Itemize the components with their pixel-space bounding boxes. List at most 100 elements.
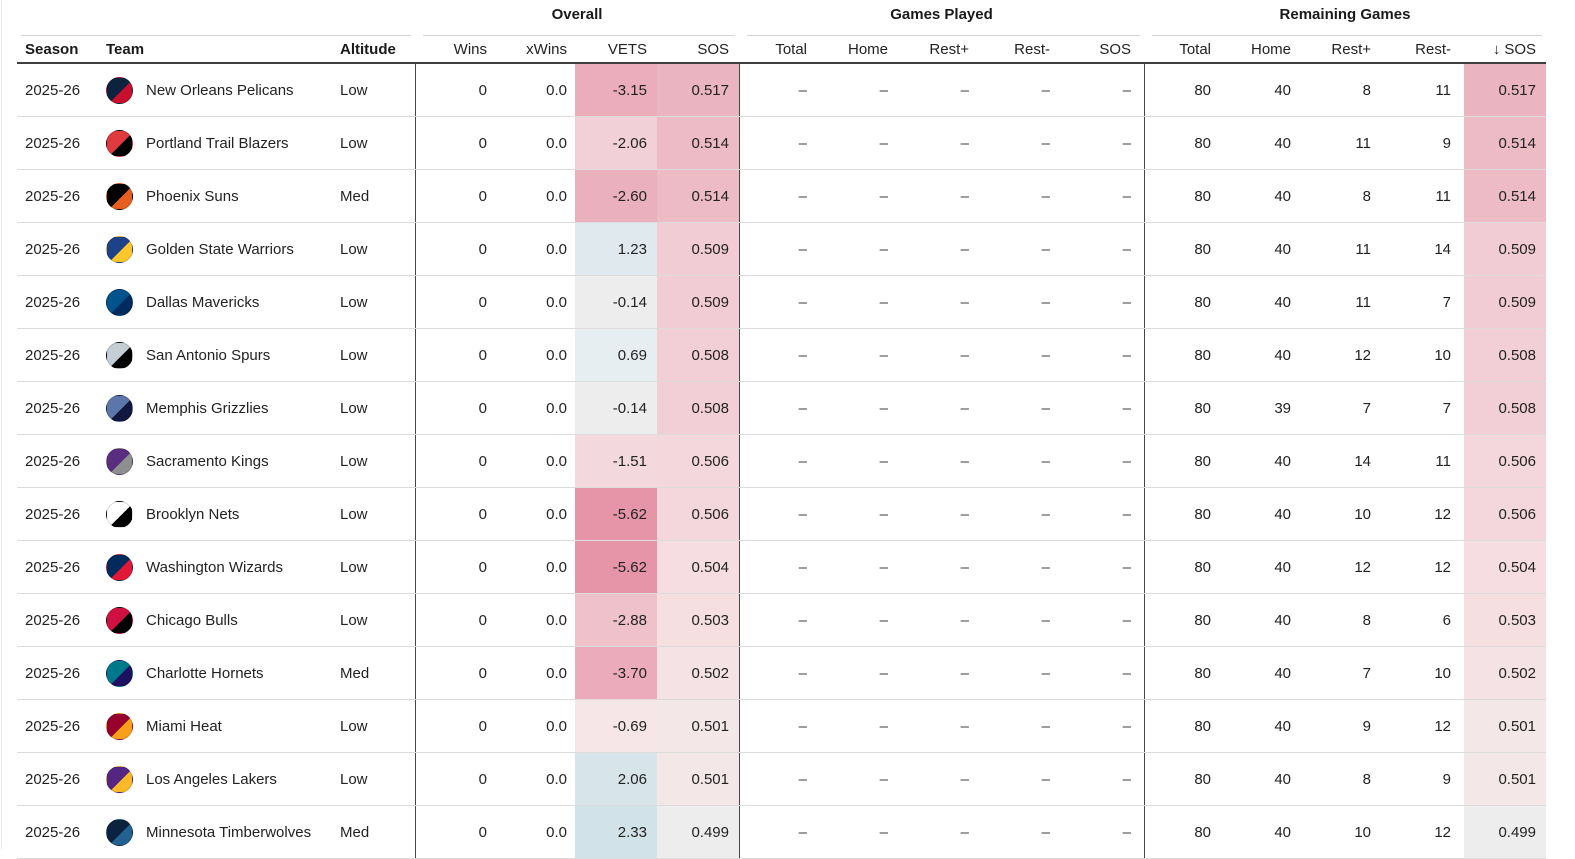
rg-sos-cell: 0.514	[1464, 170, 1546, 222]
col-header-rg-sos-label: SOS	[1504, 40, 1536, 58]
gp-sos-cell: –	[1122, 81, 1131, 99]
rg-rest-plus-cell: 12	[1354, 346, 1371, 364]
gp-sos-cell: –	[1122, 664, 1131, 682]
rg-total-cell: 80	[1144, 541, 1224, 593]
col-header-rg-total[interactable]: Total	[1179, 40, 1211, 58]
rg-rest-plus-cell: 7	[1362, 399, 1371, 417]
altitude-cell: Low	[340, 770, 368, 788]
col-header-season[interactable]: Season	[25, 40, 79, 58]
gp-rest-minus-cell: –	[1041, 611, 1050, 629]
rg-home-cell: 40	[1274, 717, 1291, 735]
rg-total-cell: 80	[1144, 117, 1224, 169]
wins-cell: 0	[415, 594, 495, 646]
overall-sos-cell: 0.517	[657, 64, 739, 116]
col-header-rg-rest-plus[interactable]: Rest+	[1331, 40, 1371, 58]
gp-rest-minus-cell: –	[1041, 558, 1050, 576]
rg-rest-minus-cell: 11	[1435, 187, 1451, 205]
rg-total-cell: 80	[1144, 276, 1224, 328]
col-header-gp-sos[interactable]: SOS	[1099, 40, 1131, 58]
col-header-xwins[interactable]: xWins	[526, 40, 567, 58]
rg-rest-minus-cell: 14	[1434, 240, 1451, 258]
gp-home-cell: –	[879, 399, 888, 417]
rg-home-cell: 40	[1274, 611, 1291, 629]
rg-sos-cell: 0.506	[1464, 488, 1546, 540]
gp-total-cell: –	[739, 223, 820, 275]
gp-sos-cell: –	[1122, 399, 1131, 417]
gp-sos-cell: –	[1122, 558, 1131, 576]
season-cell: 2025-26	[25, 664, 81, 682]
gp-sos-cell: –	[1122, 505, 1131, 523]
altitude-cell: Med	[340, 187, 370, 205]
gp-home-cell: –	[879, 717, 888, 735]
rg-sos-cell: 0.506	[1464, 435, 1546, 487]
rg-rest-minus-cell: 11	[1435, 81, 1451, 99]
col-header-rg-home[interactable]: Home	[1250, 40, 1291, 58]
rg-sos-cell: 0.504	[1464, 541, 1546, 593]
rg-home-cell: 40	[1274, 187, 1291, 205]
xwins-cell: 0.0	[546, 187, 567, 205]
gp-rest-plus-cell: –	[960, 611, 969, 629]
col-header-rg-sos[interactable]: ↓ SOS	[1464, 41, 1546, 58]
team-name: San Antonio Spurs	[146, 346, 271, 364]
gp-home-cell: –	[879, 558, 888, 576]
wins-cell: 0	[415, 488, 495, 540]
team-logo-icon	[106, 712, 133, 740]
gp-rest-minus-cell: –	[1041, 399, 1050, 417]
col-header-gp-total[interactable]: Total	[775, 40, 807, 58]
gp-rest-minus-cell: –	[1041, 770, 1050, 788]
team-sos-table: Overall Games Played Remaining Games Sea…	[17, 0, 1546, 859]
col-header-altitude[interactable]: Altitude	[340, 40, 396, 58]
col-header-gp-home[interactable]: Home	[847, 40, 888, 58]
season-cell: 2025-26	[25, 346, 81, 364]
rg-total-cell: 80	[1144, 435, 1224, 487]
team-name: Washington Wizards	[146, 558, 283, 576]
gp-total-cell: –	[739, 170, 820, 222]
col-header-gp-rest-minus[interactable]: Rest-	[1014, 40, 1050, 58]
col-header-team[interactable]: Team	[106, 40, 145, 58]
gp-rest-minus-cell: –	[1041, 81, 1050, 99]
gp-total-cell: –	[739, 435, 820, 487]
season-cell: 2025-26	[25, 717, 81, 735]
xwins-cell: 0.0	[546, 293, 567, 311]
team-name: Los Angeles Lakers	[146, 770, 277, 788]
gp-rest-plus-cell: –	[960, 505, 969, 523]
altitude-cell: Low	[340, 717, 368, 735]
team-name: Brooklyn Nets	[146, 505, 240, 523]
rg-rest-minus-cell: 11	[1435, 452, 1451, 470]
overall-sos-cell: 0.509	[657, 276, 739, 328]
sort-desc-icon: ↓	[1492, 40, 1501, 58]
col-header-overall-sos[interactable]: SOS	[697, 40, 729, 58]
season-cell: 2025-26	[25, 134, 81, 152]
rg-rest-minus-cell: 6	[1442, 611, 1451, 629]
team-cell: Los Angeles Lakers	[103, 753, 338, 805]
col-header-gp-rest-plus[interactable]: Rest+	[929, 40, 969, 58]
team-name: Miami Heat	[146, 717, 222, 735]
season-cell: 2025-26	[25, 452, 81, 470]
wins-cell: 0	[415, 329, 495, 381]
team-logo-icon	[106, 182, 133, 210]
team-cell: Brooklyn Nets	[103, 488, 338, 540]
rg-total-cell: 80	[1144, 382, 1224, 434]
rg-rest-minus-cell: 7	[1442, 399, 1451, 417]
gp-rest-plus-cell: –	[960, 558, 969, 576]
vets-cell: 2.33	[575, 806, 657, 858]
team-cell: San Antonio Spurs	[103, 329, 338, 381]
team-name: Memphis Grizzlies	[146, 399, 269, 417]
table-row: 2025-26 Phoenix Suns Med 0 0.0 -2.60 0.5…	[17, 170, 1546, 223]
gp-home-cell: –	[879, 187, 888, 205]
altitude-cell: Low	[340, 611, 368, 629]
team-logo-icon	[106, 659, 133, 687]
gp-rest-minus-cell: –	[1041, 134, 1050, 152]
rg-home-cell: 40	[1274, 346, 1291, 364]
rg-rest-plus-cell: 10	[1354, 823, 1371, 841]
gp-home-cell: –	[879, 505, 888, 523]
rg-total-cell: 80	[1144, 647, 1224, 699]
gp-home-cell: –	[879, 346, 888, 364]
gp-home-cell: –	[879, 823, 888, 841]
gp-rest-plus-cell: –	[960, 452, 969, 470]
col-header-vets[interactable]: VETS	[607, 40, 647, 58]
rg-sos-cell: 0.508	[1464, 329, 1546, 381]
col-header-wins[interactable]: Wins	[453, 40, 487, 58]
col-header-rg-rest-minus[interactable]: Rest-	[1415, 40, 1451, 58]
column-header-row: Season Team Altitude Wins xWins VETS SOS…	[17, 36, 1546, 64]
